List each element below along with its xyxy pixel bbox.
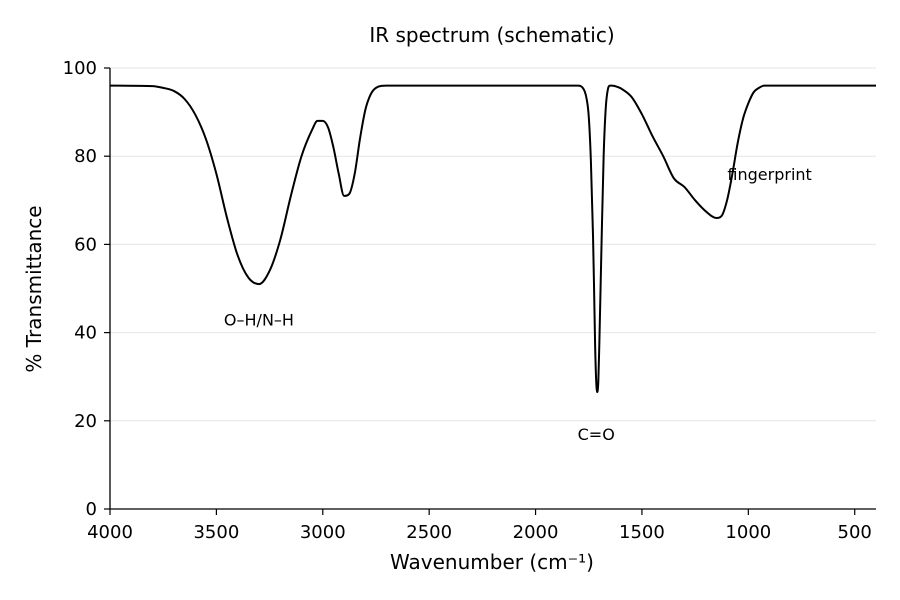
peak-annotation: O–H/N–H [224,310,294,329]
x-tick-label: 500 [838,522,872,543]
y-axis-label: % Transmittance [22,205,46,372]
y-tick-label: 80 [74,146,97,167]
grid-lines [110,67,876,422]
spectrum-line [109,84,876,394]
y-tick-label: 20 [74,411,97,432]
x-tick-label: 1500 [619,522,665,543]
peak-annotation: C=O [578,425,615,444]
axes [109,68,876,510]
chart-title: IR spectrum (schematic) [369,23,614,47]
y-tick-label: 40 [74,323,97,344]
x-tick-label: 1000 [725,522,771,543]
x-tick-label: 3500 [193,522,239,543]
ticks: 0 20 40 60 80 100 4000 3500 3000 2500 2000 1500 1000… [63,58,872,543]
y-tick-label: 100 [63,58,97,79]
x-tick-label: 2000 [513,522,559,543]
x-tick-label: 3000 [300,522,346,543]
peak-annotation: fingerprint [727,165,811,184]
x-tick-label: 2500 [406,522,452,543]
y-tick-label: 60 [74,234,97,255]
y-tick-label: 0 [86,499,97,520]
series-layer [109,84,876,394]
x-tick-label: 4000 [87,522,133,543]
annotations: O–H/N–H C=O fingerprint [224,165,812,444]
x-axis-label: Wavenumber (cm⁻¹) [390,550,594,574]
